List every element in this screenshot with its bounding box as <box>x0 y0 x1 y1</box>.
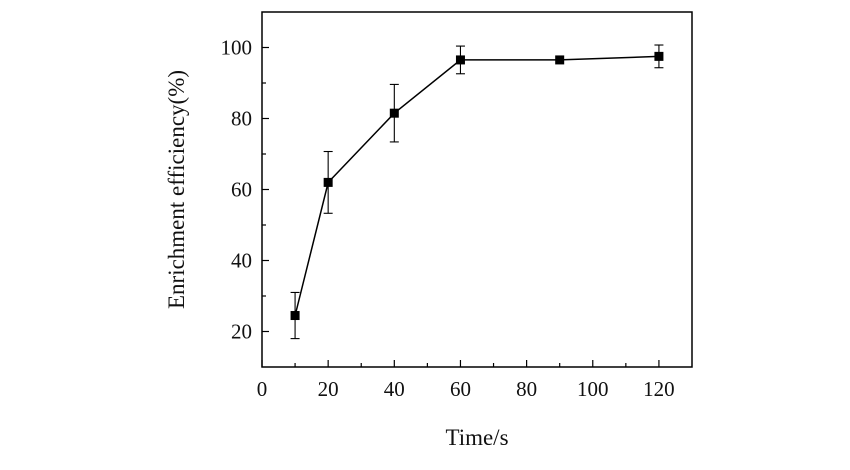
series-layer <box>290 44 664 340</box>
x-tick-label: 120 <box>643 377 675 401</box>
data-point-marker <box>455 55 465 65</box>
x-tick-label: 40 <box>384 377 405 401</box>
data-point-marker <box>323 177 333 187</box>
data-point-marker <box>389 108 399 118</box>
x-tick-label: 80 <box>516 377 537 401</box>
y-axis-title: Enrichment efficiency(%) <box>164 70 189 309</box>
data-point-marker <box>555 55 565 65</box>
tick-labels-layer: 0 20 40 60 80 100 120 20 40 60 80 100 <box>221 36 675 402</box>
series-line <box>294 55 659 316</box>
y-tick-label: 80 <box>231 107 252 131</box>
x-tick-label: 0 <box>257 377 268 401</box>
x-tick-label: 100 <box>577 377 609 401</box>
data-point-marker <box>290 311 300 321</box>
y-tick-label: 20 <box>231 320 252 344</box>
x-tick-label: 60 <box>450 377 471 401</box>
y-tick-label: 100 <box>221 36 253 60</box>
data-point-marker <box>654 51 664 61</box>
y-tick-label: 40 <box>231 249 252 273</box>
plot-frame <box>261 11 693 368</box>
x-tick-label: 20 <box>318 377 339 401</box>
y-tick-label: 60 <box>231 178 252 202</box>
x-axis-title: Time/s <box>445 425 508 450</box>
